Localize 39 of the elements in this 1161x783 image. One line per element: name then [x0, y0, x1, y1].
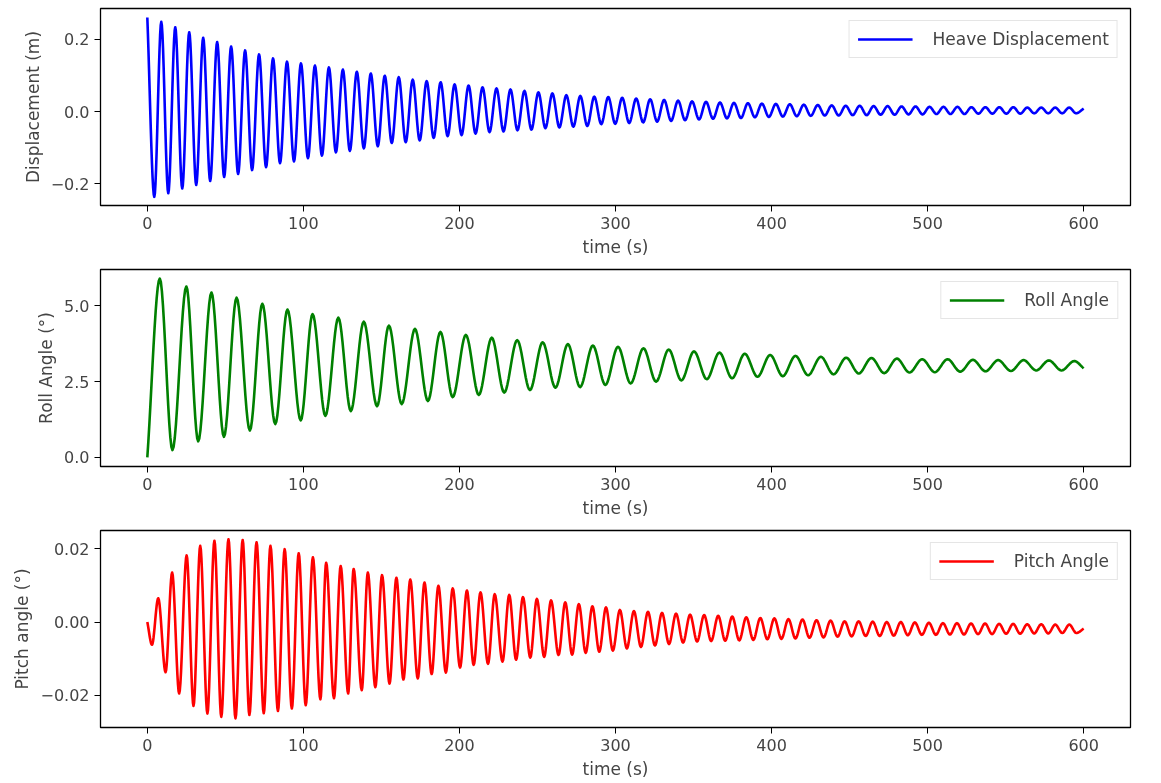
y-tick-label: 0.2	[64, 30, 90, 50]
x-tick-label: 300	[600, 474, 631, 494]
x-tick-label: 300	[600, 735, 631, 755]
x-tick-label: 600	[1068, 474, 1099, 494]
legend-label: Pitch Angle	[1013, 551, 1109, 571]
y-tick-label: 0.0	[64, 102, 90, 122]
x-tick-label: 200	[444, 474, 475, 494]
x-tick-label: 100	[288, 735, 319, 755]
x-tick-label: 400	[756, 735, 787, 755]
x-tick-label: 100	[288, 474, 319, 494]
legend-label: Heave Displacement	[932, 29, 1109, 49]
x-axis-title: time (s)	[582, 236, 649, 257]
x-tick-label: 200	[444, 213, 475, 233]
y-tick-label: 0.0	[64, 448, 90, 468]
legend-label: Roll Angle	[1024, 290, 1109, 310]
x-tick-label: 600	[1068, 213, 1099, 233]
y-tick-label: −0.02	[40, 686, 90, 706]
y-tick-label: 0.00	[53, 613, 90, 633]
x-tick-label: 400	[756, 213, 787, 233]
y-tick-label: 5.0	[64, 296, 90, 316]
x-tick-label: 500	[912, 474, 943, 494]
x-tick-label: 0	[142, 735, 153, 755]
x-tick-label: 500	[912, 213, 943, 233]
y-tick-label: 2.5	[64, 372, 90, 392]
x-tick-label: 200	[444, 735, 475, 755]
y-axis-title: Pitch angle (°)	[12, 568, 33, 690]
x-tick-label: 600	[1068, 735, 1099, 755]
x-axis-title: time (s)	[582, 758, 649, 779]
y-tick-label: 0.02	[53, 539, 90, 559]
y-tick-label: −0.2	[50, 174, 90, 194]
x-tick-label: 0	[142, 474, 153, 494]
x-tick-label: 300	[600, 213, 631, 233]
x-tick-label: 100	[288, 213, 319, 233]
x-axis-title: time (s)	[582, 497, 649, 518]
x-tick-label: 500	[912, 735, 943, 755]
x-tick-label: 0	[142, 213, 153, 233]
y-axis-title: Displacement (m)	[22, 30, 43, 184]
x-tick-label: 400	[756, 474, 787, 494]
y-axis-title: Roll Angle (°)	[36, 312, 57, 424]
